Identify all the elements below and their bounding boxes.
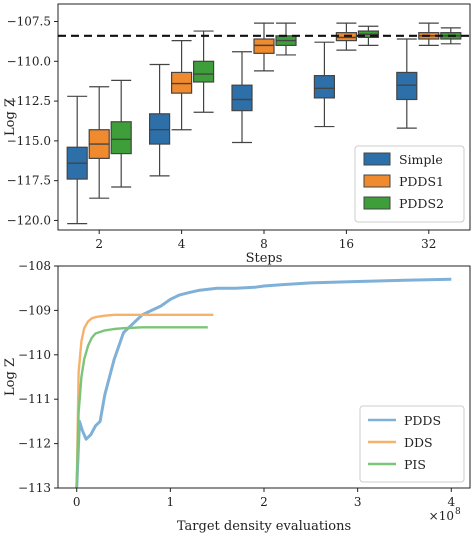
box-simple-32	[396, 38, 418, 129]
legend-swatch	[363, 196, 391, 210]
box-iqr	[253, 38, 275, 54]
y-tick-label: −108	[18, 259, 51, 273]
y-axis-label: Log Z	[3, 358, 18, 396]
x-tick-label: 0	[73, 495, 81, 509]
x-tick-label: 2	[95, 237, 103, 251]
legend-label: PDDS	[404, 413, 441, 428]
box-iqr	[171, 71, 193, 94]
x-tick-label: 2	[260, 495, 268, 509]
box-iqr	[313, 75, 335, 99]
y-tick-label: −112	[18, 437, 51, 451]
series-line-pdds	[75, 277, 452, 489]
boxplot-panel: −120.0 −117.5 −115.0 −112.5 −110.0 −107.5 2 4 8 1…	[3, 3, 471, 266]
y-tick-label: −110	[18, 348, 51, 362]
box-pdds1-32	[418, 22, 440, 46]
y-tick-label: −117.5	[7, 174, 51, 188]
y-tick-label: −109	[18, 303, 51, 317]
legend-label: Simple	[399, 152, 443, 167]
legend: Simple PDDS1 PDDS2	[354, 145, 465, 223]
series-line-pis	[75, 326, 208, 489]
box-iqr	[231, 84, 253, 112]
box-simple-16	[313, 41, 335, 128]
box-pdds1-8	[253, 22, 275, 72]
y-tick-label: −113	[18, 481, 51, 495]
y-tick-label: −120.0	[7, 213, 51, 227]
box-simple-4	[149, 63, 171, 177]
x-axis-label: Target density evaluations	[177, 519, 351, 534]
x-tick-label: 32	[421, 237, 436, 251]
y-tick-label: −115.0	[7, 134, 51, 148]
box-iqr	[396, 71, 418, 101]
y-tick-label: −107.5	[7, 15, 51, 29]
x-multiplier-exponent: 8	[455, 507, 461, 517]
x-tick-label: 4	[178, 237, 186, 251]
x-multiplier-label: ×10	[429, 509, 454, 523]
box-simple-8	[231, 51, 253, 144]
box-iqr	[193, 60, 215, 83]
legend-label: PDDS2	[399, 196, 444, 211]
series-line-dds	[75, 313, 214, 489]
y-tick-label: −111	[18, 392, 51, 406]
box-iqr	[149, 113, 171, 145]
box-pdds1-2	[88, 86, 110, 199]
box-iqr	[110, 121, 132, 155]
legend-swatch	[363, 152, 391, 166]
box-pdds1-4	[171, 40, 193, 131]
x-tick-label: 8	[260, 237, 268, 251]
x-tick-label: 16	[339, 237, 354, 251]
box-simple-2	[66, 95, 88, 225]
y-tick-label: −112.5	[7, 94, 51, 108]
lineplot-panel: −113 −112 −111 −110 −109 −108 0 1 2 3 4 Target dens…	[3, 259, 471, 534]
box-pdds2-8	[275, 22, 297, 56]
x-tick-label: 3	[354, 495, 362, 509]
y-tick-label: −110.0	[7, 54, 51, 68]
legend-label: DDS	[404, 435, 433, 450]
legend-swatch	[363, 174, 391, 188]
y-axis-label: Log Z	[3, 98, 18, 136]
box-pdds2-2	[110, 79, 132, 188]
x-tick-label: 1	[167, 495, 175, 509]
box-pdds2-16	[357, 25, 379, 46]
box-pdds2-4	[193, 30, 215, 113]
x-tick-label: 4	[447, 495, 455, 509]
x-axis-label: Steps	[246, 251, 283, 266]
legend-label: PIS	[404, 457, 426, 472]
legend-label: PDDS1	[399, 174, 444, 189]
legend: PDDS DDS PIS	[359, 405, 465, 483]
